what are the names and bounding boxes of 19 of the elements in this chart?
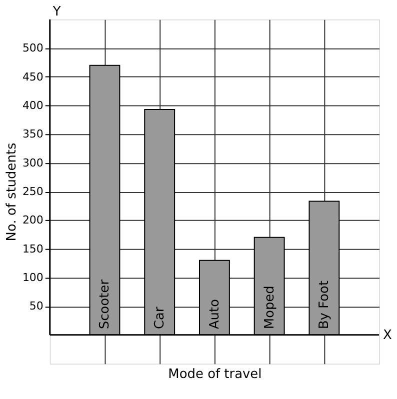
text: Y xyxy=(52,4,61,20)
y-tick-label: 150 xyxy=(22,242,44,256)
x-tick-label: Car xyxy=(152,306,168,330)
y-tick-label: 250 xyxy=(22,184,44,198)
y-tick-label: 300 xyxy=(22,156,44,170)
y-tick-label: 200 xyxy=(22,214,44,227)
y-tick-label: 350 xyxy=(22,128,44,141)
y-tick-label: 50 xyxy=(29,300,44,313)
y-tick-label: 400 xyxy=(22,98,44,112)
y-axis-title: No. of students xyxy=(4,142,20,242)
x-tick-label: Scooter xyxy=(98,278,113,330)
y-tick-label: 450 xyxy=(22,70,44,84)
x-tick-label: Moped xyxy=(262,286,278,330)
x-axis-title: Mode of travel xyxy=(168,367,262,382)
y-tick-label: 500 xyxy=(22,42,44,55)
x-tick-label: By Foot xyxy=(317,280,332,330)
y-tick-label: 100 xyxy=(22,271,44,284)
x-tick-label: Auto xyxy=(207,299,222,330)
text: X xyxy=(383,328,392,343)
